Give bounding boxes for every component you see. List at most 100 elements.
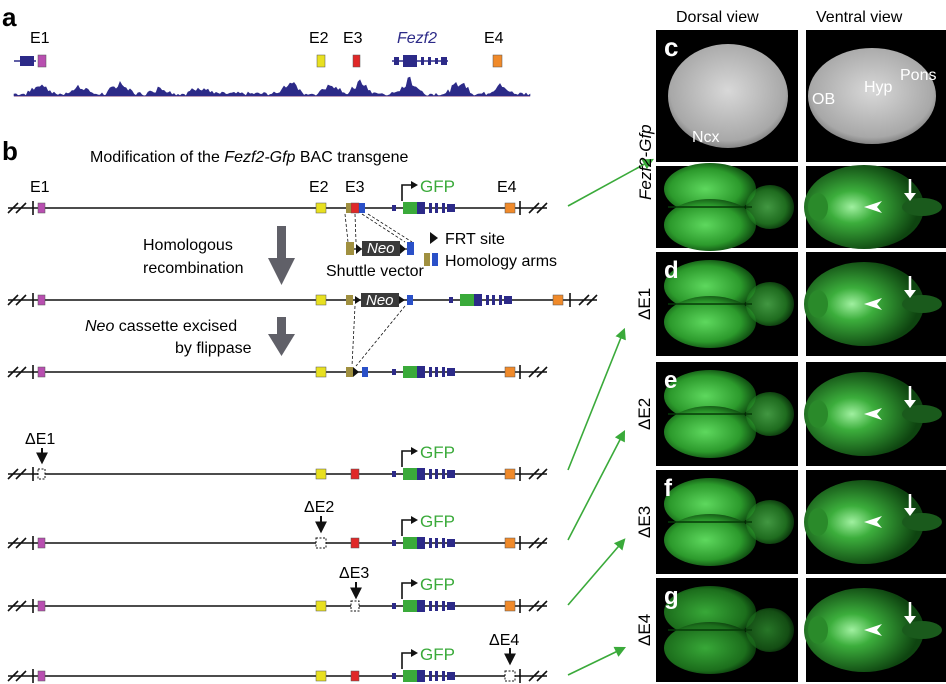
deletion-labels: ΔE1 ΔE2 ΔE3 ΔE4 [25,431,519,666]
cerebellum [746,185,794,229]
exon [499,295,502,305]
label-pons: Pons [900,67,936,84]
homology-arm [346,295,353,305]
shuttle-vector-label: Shuttle vector [326,263,425,280]
col-ventral-label: Ventral view [816,9,903,26]
break-mark [528,600,540,612]
break-mark [15,294,27,306]
gfp-label: GFP [420,177,455,196]
left-hemisphere [664,370,756,422]
olfactory-bulb [808,616,828,644]
cerebellum [746,392,794,436]
exon [435,203,438,213]
exon [417,202,425,214]
delta-e3-label: ΔE3 [339,565,369,582]
gfp-box [403,670,417,682]
panel-d: d ΔE1 [635,252,946,356]
exon [447,368,455,376]
element-e4 [504,366,516,378]
panel-letter: f [664,475,673,502]
neo-cassette [361,293,399,307]
break-mark [15,366,27,378]
olfactory-bulb [808,508,828,536]
exon [429,203,432,213]
legend-arm-blue [432,253,438,266]
right-hemisphere [664,406,756,458]
panel-g: g ΔE4 [635,578,946,682]
exon [435,671,438,681]
excision-guide-left [351,305,356,367]
panel-b-e2-label: E2 [309,179,329,196]
transgene-rows: GFP Neo GFP GFP GFP GFP [7,177,598,683]
transgene-row: GFP [7,443,548,481]
break-mark [528,202,540,214]
break-mark [7,294,19,306]
exon [417,670,425,682]
element-e4 [552,294,564,306]
element-e2 [315,600,327,612]
break-mark [536,670,548,682]
step2-line2: by flippase [175,340,252,357]
down-arrow-icon [277,226,286,260]
promoter-arrow-icon [401,450,412,467]
element-e4 [504,670,516,682]
element-e1 [37,670,46,682]
homology-arm [359,203,365,213]
row-label: ΔE1 [635,288,654,320]
homology-arm [346,203,351,213]
exon [435,538,438,548]
col-dorsal-label: Dorsal view [676,9,759,26]
cerebellum [746,608,794,652]
panel-b: b Modification of the Fezf2-Gfp BAC tran… [2,136,654,683]
exon [435,469,438,479]
break-mark [15,670,27,682]
exon [442,671,445,681]
transgene-row: GFP [7,645,548,683]
panel-images: Dorsal view Ventral view Fezf2-Gfp c Ncx… [635,9,946,682]
arrow-to-d [567,327,626,471]
homology-arm [346,367,353,377]
frt-site-icon [399,296,405,304]
label-hyp: Hyp [864,79,893,96]
gfp-box [460,294,474,306]
gfp-box [403,366,417,378]
promoter-arrow-icon [401,652,412,669]
neo-label: Neo [366,292,394,309]
element-e2 [315,202,327,214]
arrowhead-icon [864,516,882,528]
pons [902,513,942,531]
dorsal-brain-grey [668,44,788,148]
panel-a-e4-box [492,54,503,68]
panel-a-e2-label: E2 [309,30,329,47]
row-c-label: Fezf2-Gfp [636,124,655,200]
exon [392,603,396,609]
pons [902,405,942,423]
exon [417,366,425,378]
break-mark [7,366,19,378]
delta-e4-label: ΔE4 [489,632,519,649]
panel-c-fluorescence [656,163,946,251]
arrow-to-g [567,646,627,676]
exon [442,601,445,611]
gfp-label: GFP [420,512,455,531]
panel-a: a E1 E2 E3 Fezf2 E4 [2,2,531,97]
element-e4 [504,468,516,480]
left-hemisphere [664,478,756,530]
panel-a-gene-model [14,54,503,68]
element-e3 [350,468,360,480]
olfactory-bulb [808,193,828,221]
exon [447,470,455,478]
frt-site-icon [355,296,361,304]
exon [447,539,455,547]
frt-site-icon [400,244,406,254]
delta-e2-label: ΔE2 [304,499,334,516]
arrowhead-icon [864,201,882,213]
panel-b-title: Modification of the Fezf2-Gfp BAC transg… [90,149,408,166]
transgene-row: Neo [7,292,598,309]
panel-b-e4-label: E4 [497,179,517,196]
break-mark [536,366,548,378]
process-step-2: Neo cassette excised by flippase [85,317,295,357]
promoter-arrow-icon [401,582,412,599]
element-e2 [315,468,327,480]
legend-arms-label: Homology arms [445,253,557,270]
